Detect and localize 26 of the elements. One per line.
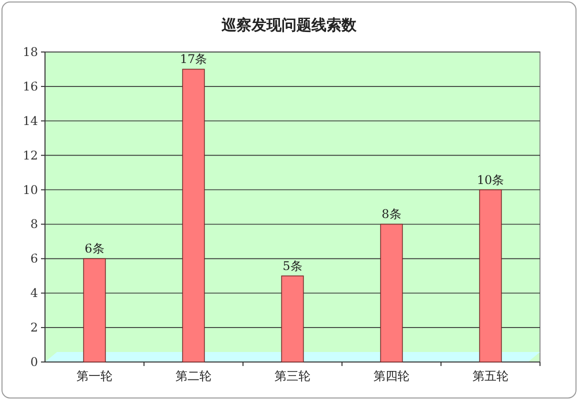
data-label: 5条 — [282, 258, 302, 273]
y-tick-label: 6 — [30, 252, 38, 266]
x-tick-label: 第一轮 — [76, 369, 112, 383]
data-label: 6条 — [84, 242, 104, 256]
y-tick-label: 14 — [22, 114, 38, 128]
x-tick-label: 第三轮 — [274, 369, 310, 383]
x-tick-label: 第五轮 — [472, 369, 508, 383]
y-tick-label: 10 — [22, 182, 38, 197]
bar — [83, 258, 106, 362]
bar — [479, 189, 502, 362]
data-label: 8条 — [382, 207, 402, 222]
x-tick-label: 第二轮 — [176, 369, 212, 383]
y-tick-label: 8 — [30, 217, 38, 232]
y-tick-label: 12 — [22, 148, 38, 162]
bar — [182, 68, 205, 362]
y-tick-label: 0 — [30, 355, 38, 369]
data-label: 17条 — [180, 52, 208, 66]
y-tick-label: 18 — [22, 45, 38, 59]
x-tick-label: 第四轮 — [374, 369, 410, 383]
y-tick-label: 4 — [30, 286, 38, 300]
y-tick-label: 16 — [22, 79, 38, 94]
bar — [281, 275, 304, 362]
chart-title: 巡察发现问题线索数 — [220, 16, 358, 34]
data-label: 10条 — [476, 172, 504, 187]
bar — [380, 224, 403, 362]
y-tick-label: 2 — [30, 320, 38, 335]
